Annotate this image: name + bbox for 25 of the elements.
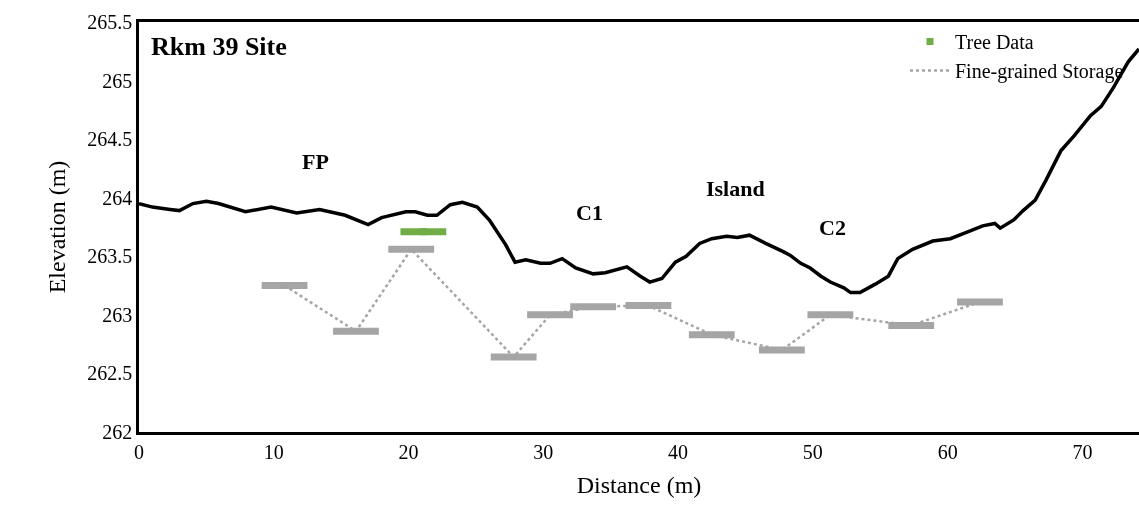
x-tick-label: 40 (668, 440, 689, 463)
x-tick-label: 50 (802, 440, 823, 463)
y-tick-label: 262.5 (87, 362, 133, 385)
y-tick-label: 263.5 (87, 245, 133, 268)
x-tick-label: 60 (937, 440, 958, 463)
y-axis-title: Elevation (m) (44, 160, 71, 294)
x-axis-title: Distance (m) (576, 472, 702, 499)
y-tick-label: 264 (102, 186, 133, 209)
annotation: Island (706, 176, 765, 201)
x-tick-label: 0 (134, 440, 144, 463)
annotation: FP (302, 149, 329, 174)
annotation: C2 (819, 215, 846, 240)
x-tick-label: 70 (1072, 440, 1093, 463)
x-tick-label: 10 (263, 440, 284, 463)
annotation: C1 (576, 200, 603, 225)
y-tick-label: 264.5 (87, 128, 133, 151)
y-tick-label: 262 (102, 421, 133, 443)
y-tick-label: 265.5 (87, 11, 133, 33)
legend-label: Tree Data (955, 31, 1034, 54)
legend-label: Fine-grained Storage (955, 60, 1124, 84)
annotation: Rkm 39 Site (151, 32, 287, 61)
x-tick-label: 20 (398, 440, 419, 463)
x-tick-label: 30 (533, 440, 554, 463)
y-tick-label: 263 (102, 303, 133, 326)
y-tick-label: 265 (102, 69, 133, 92)
